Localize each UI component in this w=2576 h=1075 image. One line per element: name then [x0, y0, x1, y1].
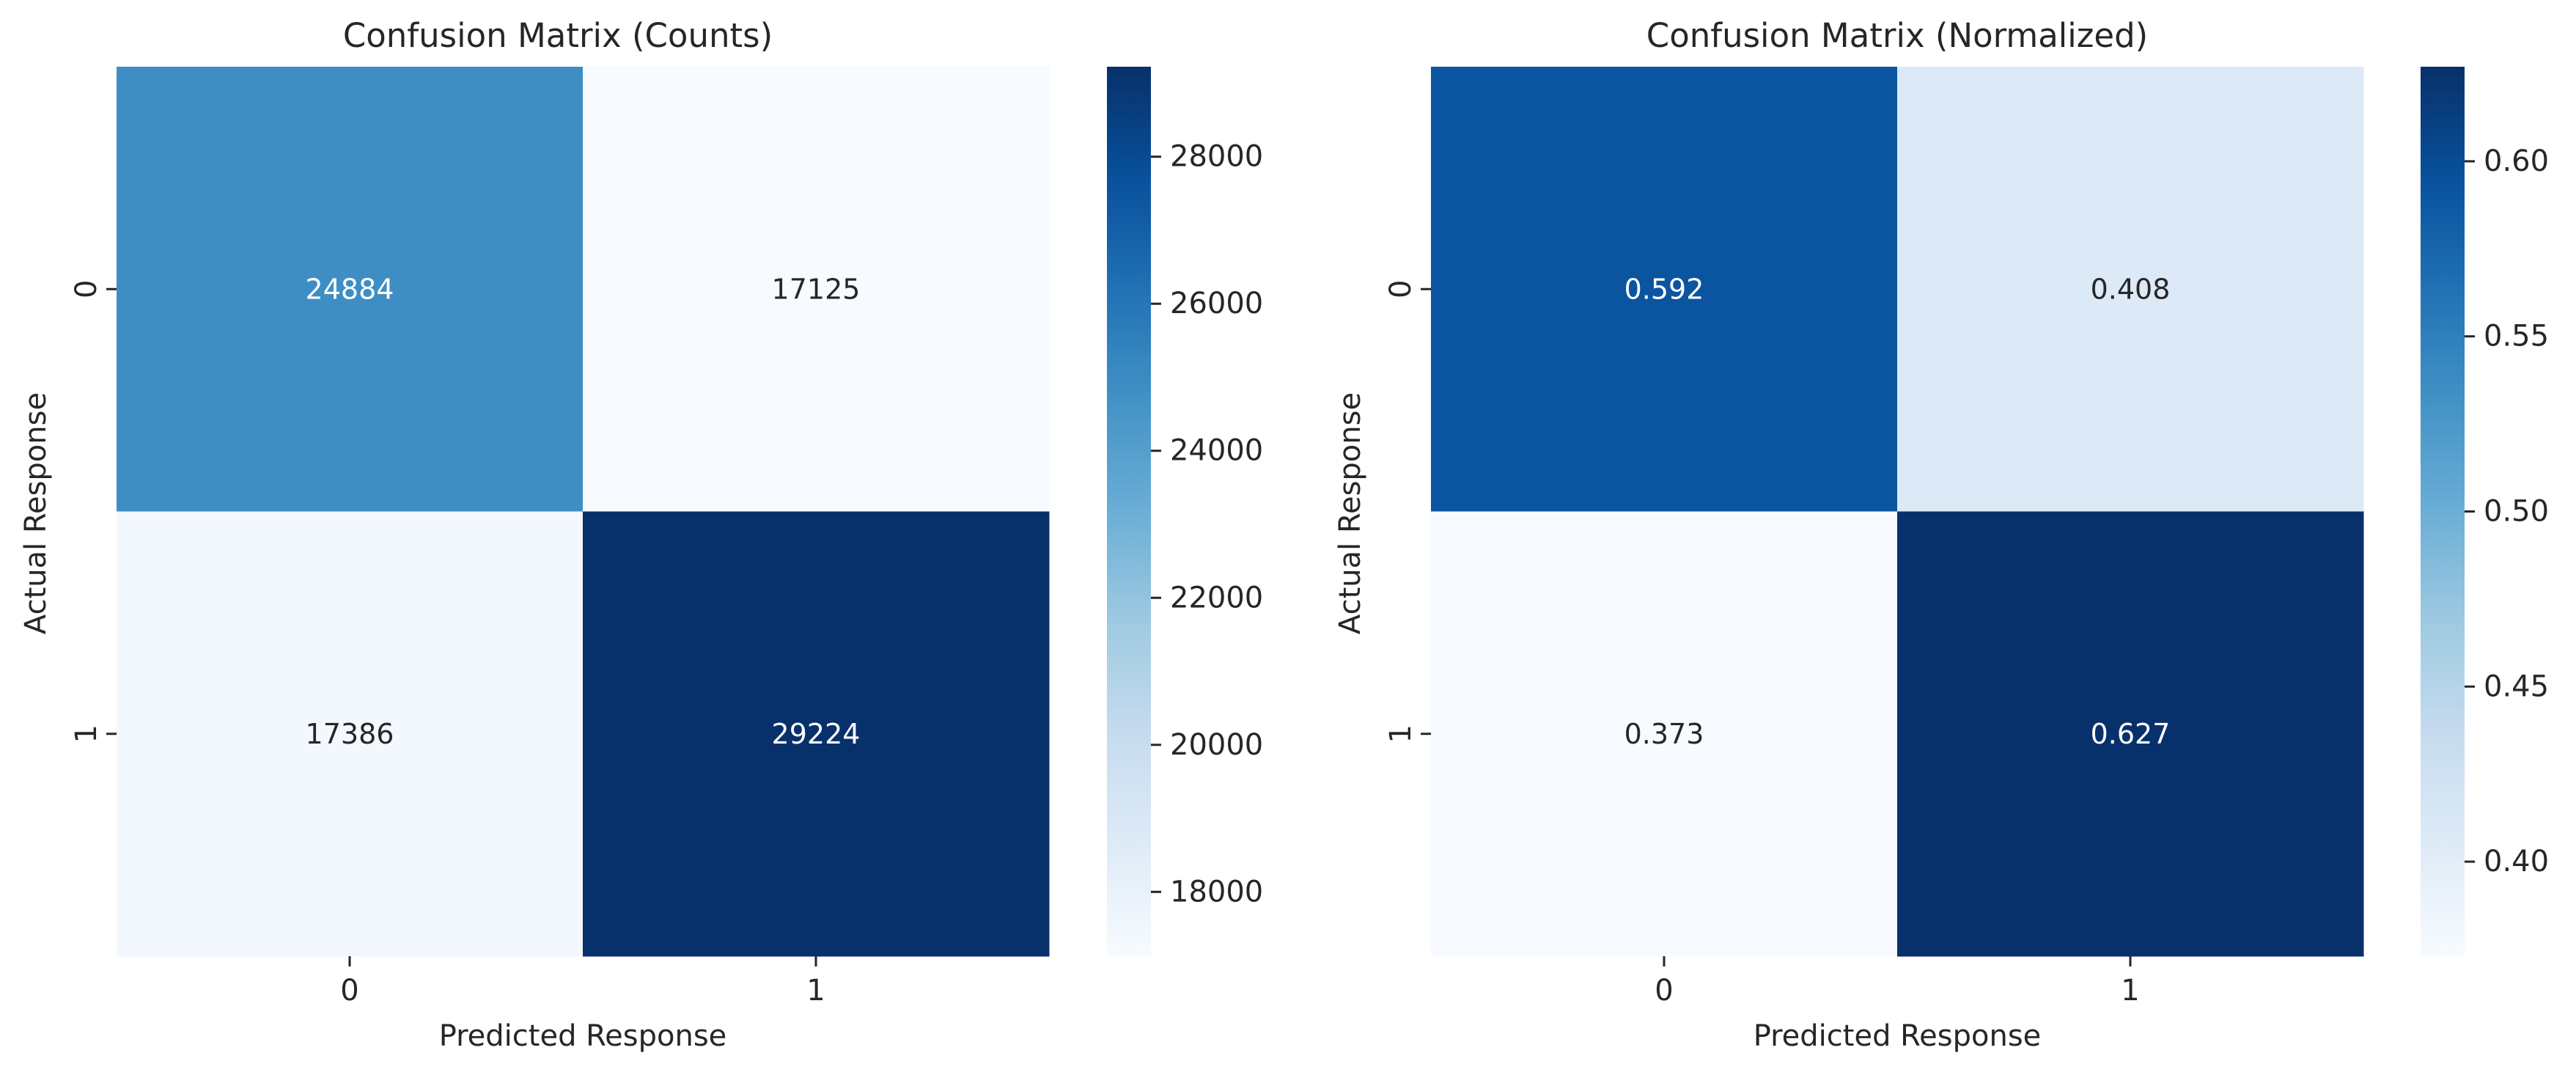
y-axis-label: Actual Response: [19, 392, 53, 634]
axis-ticks: 0 1 0 1: [70, 280, 825, 1008]
y-tick-label: 1: [1384, 724, 1418, 743]
heatmap-cell: [117, 67, 584, 512]
x-tick-label: 0: [340, 974, 358, 1008]
colorbar-tick-label: 18000: [1170, 875, 1263, 909]
colorbar: [1107, 67, 1151, 956]
heatmap-cells: 0.592 0.408 0.373 0.627: [1431, 67, 2364, 957]
colorbar-tick-label: 0.55: [2484, 320, 2549, 353]
heatmap-cell: [117, 511, 584, 957]
x-axis-label: Predicted Response: [1753, 1019, 2042, 1053]
colorbar-tick-label: 26000: [1170, 287, 1263, 320]
cell-value-label: 29224: [772, 718, 861, 750]
colorbar-ticks: 0.40 0.45 0.50 0.55 0.60: [2465, 144, 2549, 878]
colorbar: [2421, 67, 2465, 956]
colorbar-tick-label: 28000: [1170, 140, 1263, 174]
colorbar-tick-label: 22000: [1170, 581, 1263, 614]
axis-ticks: 0 1 0 1: [1384, 280, 2140, 1008]
x-tick-label: 0: [1655, 974, 1673, 1008]
heatmap-cell: [1431, 511, 1898, 957]
cell-value-label: 0.627: [2091, 718, 2171, 750]
cell-value-label: 17125: [772, 273, 861, 305]
heatmap-panel-normalized: Confusion Matrix (Normalized) 0.592 0.408…: [1333, 16, 2549, 1053]
colorbar-tick-label: 24000: [1170, 434, 1263, 468]
colorbar-tick-label: 0.60: [2484, 144, 2549, 178]
colorbar-tick-label: 20000: [1170, 728, 1263, 762]
colorbar-tick-label: 0.50: [2484, 495, 2549, 529]
chart-title: Confusion Matrix (Counts): [343, 16, 773, 55]
heatmap-cells: 24884 17125 17386 29224: [117, 67, 1050, 957]
cell-value-label: 24884: [306, 273, 394, 305]
x-tick-label: 1: [2121, 974, 2139, 1008]
x-tick-label: 1: [806, 974, 825, 1008]
heatmap-panel-counts: Confusion Matrix (Counts) 24884 17125 1738…: [19, 16, 1263, 1053]
y-tick-label: 0: [1384, 280, 1418, 298]
cell-value-label: 0.373: [1624, 718, 1704, 750]
heatmap-cell: [583, 511, 1050, 957]
y-tick-label: 1: [70, 724, 103, 743]
y-tick-label: 0: [70, 280, 103, 298]
heatmap-cell: [1897, 511, 2364, 957]
colorbar-tick-label: 0.45: [2484, 669, 2549, 703]
x-axis-label: Predicted Response: [439, 1019, 727, 1053]
heatmap-cell: [1431, 67, 1898, 512]
cell-value-label: 17386: [306, 718, 394, 750]
heatmap-cell: [1897, 67, 2364, 512]
colorbar-tick-label: 0.40: [2484, 845, 2549, 878]
chart-title: Confusion Matrix (Normalized): [1646, 16, 2148, 55]
y-axis-label: Actual Response: [1333, 392, 1367, 634]
cell-value-label: 0.408: [2091, 273, 2171, 305]
heatmap-cell: [583, 67, 1050, 512]
cell-value-label: 0.592: [1624, 273, 1704, 305]
colorbar-ticks: 18000 20000 22000 24000 26000 28000: [1151, 140, 1263, 909]
